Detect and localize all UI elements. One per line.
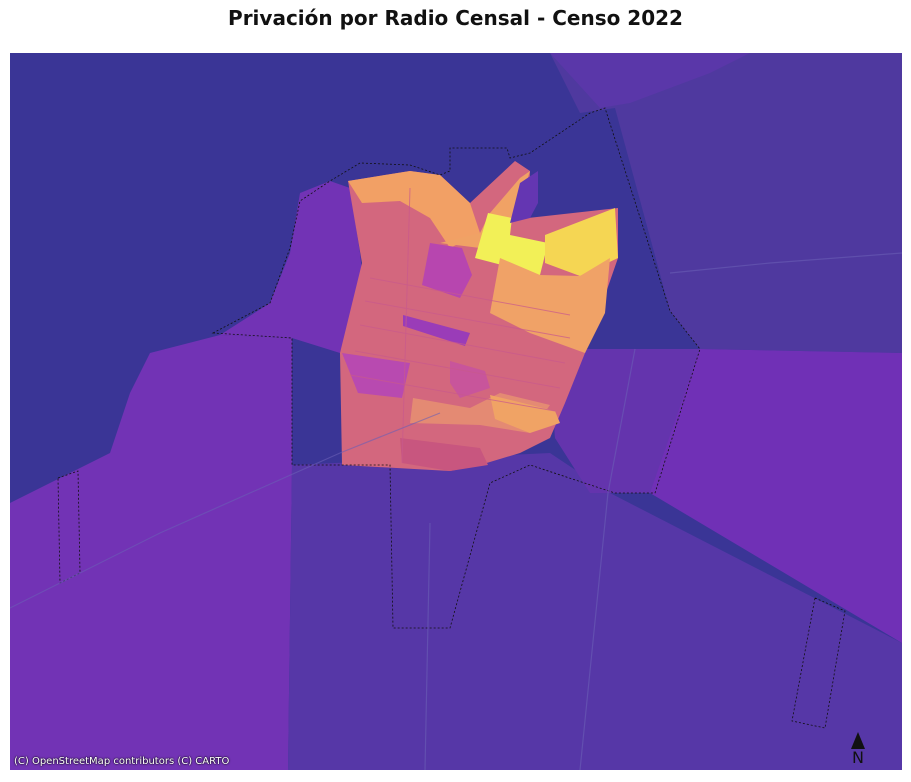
region-north-strip[interactable] <box>550 53 750 108</box>
region-northeast[interactable] <box>550 53 902 353</box>
north-arrow-icon <box>851 732 865 749</box>
region-southwest[interactable] <box>10 335 292 770</box>
radio-center-magenta[interactable] <box>422 243 472 298</box>
radio-inlet[interactable] <box>510 171 538 223</box>
radio-south-edge[interactable] <box>400 438 488 471</box>
region-west-ridge[interactable] <box>220 181 370 353</box>
north-arrow-label: N <box>852 748 864 767</box>
roads <box>10 252 902 770</box>
map-canvas[interactable] <box>10 53 902 770</box>
street-grid <box>349 187 571 464</box>
choropleth-map[interactable] <box>10 53 902 770</box>
radio-highest[interactable] <box>475 213 548 275</box>
north-arrow: N <box>846 732 870 767</box>
radio-center-violet[interactable] <box>403 315 470 346</box>
radio-east-orange[interactable] <box>490 258 610 353</box>
map-title: Privación por Radio Censal - Censo 2022 <box>228 6 683 30</box>
radio-high-ne[interactable] <box>545 208 618 276</box>
map-attribution: (C) OpenStreetMap contributors (C) CARTO <box>14 756 230 767</box>
radio-north-arc[interactable] <box>348 171 480 248</box>
radio-southeast-orange[interactable] <box>490 395 560 433</box>
region-east-inner[interactable] <box>550 349 700 493</box>
radio-west-magenta[interactable] <box>342 353 410 398</box>
district-boundaries <box>57 107 846 729</box>
region-south[interactable] <box>288 453 902 770</box>
